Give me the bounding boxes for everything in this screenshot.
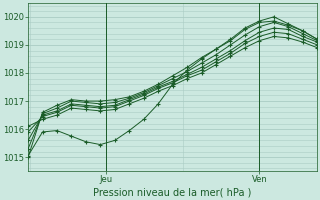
X-axis label: Pression niveau de la mer( hPa ): Pression niveau de la mer( hPa ) <box>93 187 252 197</box>
